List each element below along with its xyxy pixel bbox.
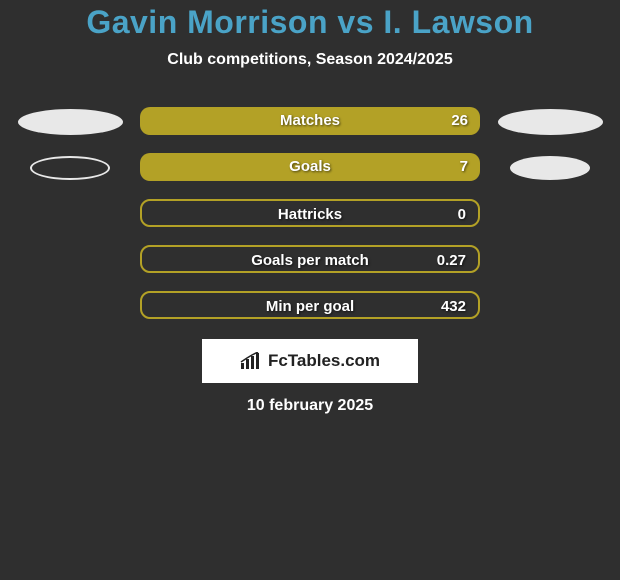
stat-row: Hattricks 0 — [0, 199, 620, 229]
stat-bar: Hattricks 0 — [140, 199, 480, 227]
stat-value: 26 — [451, 107, 468, 135]
bar-chart-icon — [240, 352, 262, 370]
stat-label: Hattricks — [278, 201, 342, 229]
stat-value: 0.27 — [437, 247, 466, 275]
stat-row: Goals per match 0.27 — [0, 245, 620, 275]
stat-value: 7 — [460, 153, 468, 181]
stat-label: Matches — [280, 107, 340, 135]
stat-rows: Matches 26 Goals 7 Hattricks 0 Goals per match… — [0, 107, 620, 321]
logo[interactable]: FcTables.com — [202, 339, 418, 383]
right-ellipse — [498, 109, 603, 135]
date-label: 10 february 2025 — [0, 397, 620, 415]
stat-row: Goals 7 — [0, 153, 620, 183]
stat-label: Goals per match — [251, 247, 369, 275]
logo-text: FcTables.com — [268, 351, 380, 371]
subtitle: Club competitions, Season 2024/2025 — [0, 51, 620, 69]
stat-row: Min per goal 432 — [0, 291, 620, 321]
comparison-widget: Gavin Morrison vs I. Lawson Club competi… — [0, 0, 620, 415]
stat-row: Matches 26 — [0, 107, 620, 137]
left-ellipse — [30, 156, 110, 180]
right-ellipse — [510, 156, 590, 180]
stat-bar: Matches 26 — [140, 107, 480, 135]
stat-value: 0 — [458, 201, 466, 229]
page-title: Gavin Morrison vs I. Lawson — [0, 4, 620, 41]
stat-label: Min per goal — [266, 293, 354, 321]
stat-bar: Min per goal 432 — [140, 291, 480, 319]
stat-label: Goals — [289, 153, 331, 181]
stat-bar: Goals 7 — [140, 153, 480, 181]
left-ellipse — [18, 109, 123, 135]
stat-bar: Goals per match 0.27 — [140, 245, 480, 273]
stat-value: 432 — [441, 293, 466, 321]
